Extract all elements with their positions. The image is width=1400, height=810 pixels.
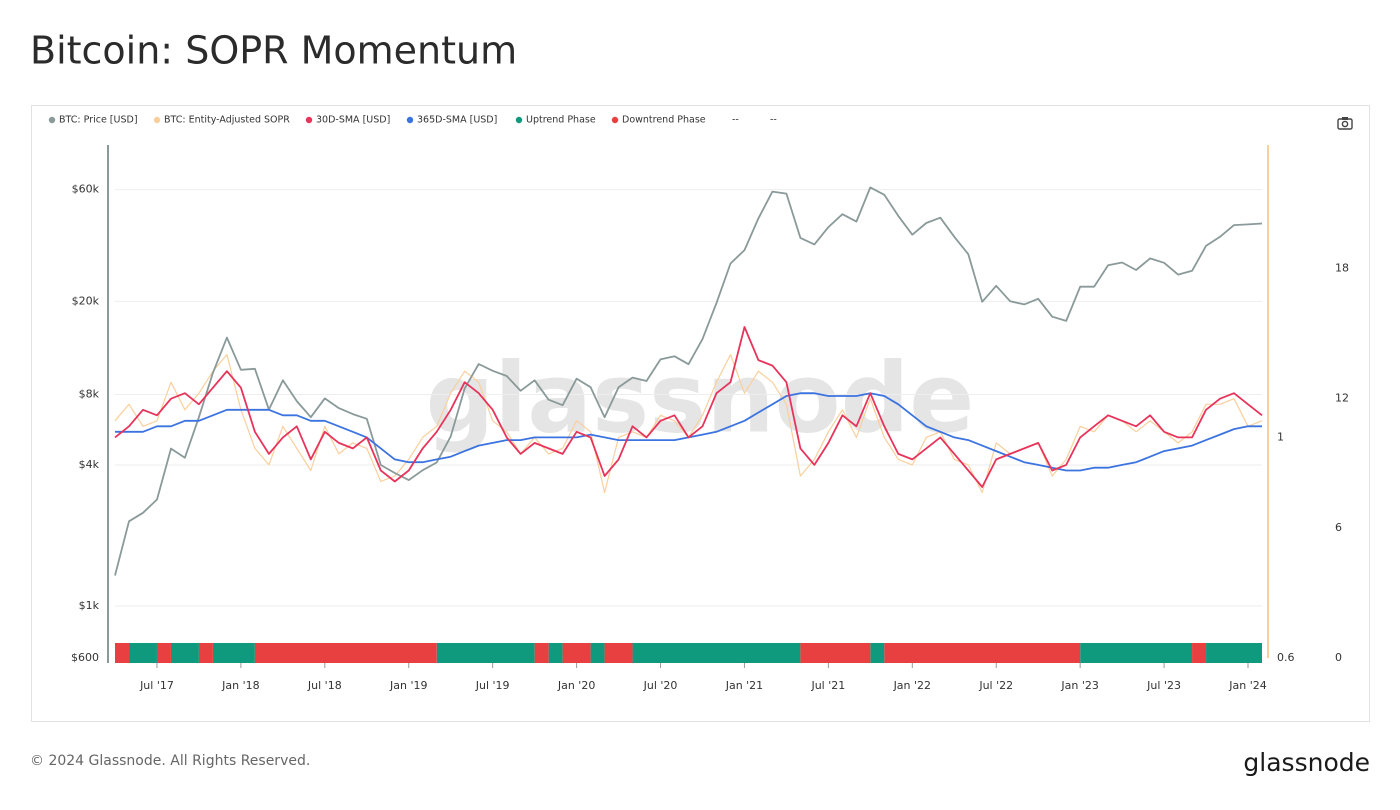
phase-segment [590, 643, 605, 663]
x-tick-label: Jul '23 [1146, 679, 1181, 692]
legend-swatch [48, 116, 56, 124]
y3-tick-label: 18 [1335, 261, 1349, 274]
camera-icon[interactable] [1337, 117, 1353, 130]
legend-swatch [305, 116, 313, 124]
series-line [114, 186, 1263, 576]
legend-item[interactable]: 30D-SMA [USD] [305, 115, 390, 126]
phase-segment [1206, 643, 1262, 663]
legend-label: -- [732, 115, 739, 126]
phase-segment [534, 643, 549, 663]
legend-swatch [515, 116, 523, 124]
legend-item[interactable]: Uptrend Phase [515, 115, 596, 126]
legend-item[interactable]: Downtrend Phase [611, 115, 706, 126]
legend-label: Uptrend Phase [526, 115, 596, 126]
y-tick-label: $1k [79, 599, 100, 612]
legend-label: 30D-SMA [USD] [316, 115, 390, 126]
phase-segment [604, 643, 633, 663]
x-tick-label: Jul '21 [810, 679, 845, 692]
legend-label: 365D-SMA [USD] [417, 115, 497, 126]
x-tick-label: Jan '22 [893, 679, 931, 692]
x-tick-label: Jul '22 [978, 679, 1013, 692]
x-tick-label: Jul '20 [643, 679, 678, 692]
phase-segment [870, 643, 885, 663]
y-tick-label: $4k [79, 458, 100, 471]
y2-tick-label: 1 [1277, 430, 1284, 443]
y2-tick-label: 0.6 [1277, 651, 1295, 664]
legend-label: BTC: Entity-Adjusted SOPR [164, 115, 290, 126]
x-tick-label: Jan '18 [221, 679, 259, 692]
phase-segment [884, 643, 1081, 663]
x-tick-label: Jan '19 [389, 679, 427, 692]
phase-segment [156, 643, 171, 663]
phase-segment [562, 643, 591, 663]
y-tick-label: $600 [71, 651, 99, 664]
y3-tick-label: 0 [1335, 651, 1342, 664]
legend-label: BTC: Price [USD] [59, 115, 138, 126]
phase-segment [115, 643, 129, 663]
phase-segment [548, 643, 563, 663]
x-tick-label: Jul '19 [475, 679, 510, 692]
y-tick-label: $60k [72, 183, 100, 196]
x-tick-label: Jul '18 [307, 679, 342, 692]
x-tick-label: Jan '23 [1060, 679, 1098, 692]
legend-label: Downtrend Phase [622, 115, 706, 126]
chart-title: Bitcoin: SOPR Momentum [30, 29, 517, 73]
series-line [114, 326, 1263, 488]
legend-item[interactable]: 365D-SMA [USD] [406, 115, 498, 126]
phase-segment [128, 643, 157, 663]
legend-swatch [153, 116, 161, 124]
phase-segment [198, 643, 213, 663]
legend-swatch [611, 116, 619, 124]
y-tick-label: $20k [72, 294, 100, 307]
legend-item[interactable]: BTC: Price [USD] [48, 115, 138, 126]
x-tick-label: Jan '21 [725, 679, 763, 692]
phase-segment [800, 643, 871, 663]
brand-logo: glassnode [1243, 748, 1370, 777]
y-tick-label: $8k [79, 388, 100, 401]
legend-item[interactable]: BTC: Entity-Adjusted SOPR [153, 115, 290, 126]
legend-item[interactable]: -- [770, 115, 777, 126]
phase-segment [1080, 643, 1193, 663]
phase-segment [212, 643, 255, 663]
panel [31, 105, 1370, 722]
phase-segment [170, 643, 199, 663]
legend-label: -- [770, 115, 777, 126]
legend-swatch [406, 116, 414, 124]
copyright: © 2024 Glassnode. All Rights Reserved. [30, 753, 310, 769]
phase-segment [632, 643, 801, 663]
phase-segment [254, 643, 437, 663]
legend-item[interactable]: -- [732, 115, 739, 126]
y3-tick-label: 6 [1335, 521, 1342, 534]
phase-segment [1192, 643, 1207, 663]
phase-segment [436, 643, 535, 663]
y3-tick-label: 12 [1335, 391, 1349, 404]
x-tick-label: Jul '17 [139, 679, 174, 692]
x-tick-label: Jan '24 [1228, 679, 1266, 692]
x-tick-label: Jan '20 [557, 679, 595, 692]
